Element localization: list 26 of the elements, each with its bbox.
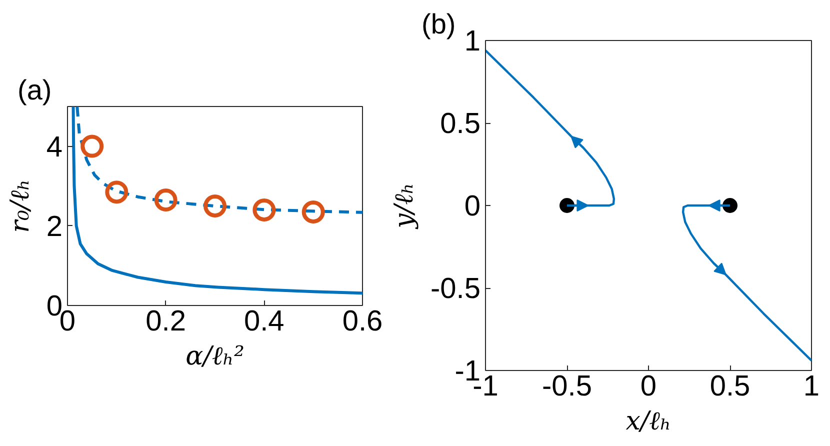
x-axis-title: x/ℓₕ [626, 406, 672, 436]
x-tick-label: 0 [640, 370, 657, 402]
x-tick-label: 0.4 [244, 306, 284, 338]
x-axis-title: α/ℓₕ² [186, 342, 244, 372]
y-tick-label: -0.5 [430, 273, 481, 305]
point [154, 188, 178, 212]
y-axis-title: y/ℓₕ [390, 182, 420, 230]
y-tick-label: 0 [464, 190, 481, 222]
point [302, 200, 325, 224]
y-tick-label: 4 [46, 131, 63, 164]
y-axis-title: r₀/ℓₕ [5, 179, 36, 233]
x-tick-label: 0.5 [710, 370, 750, 402]
y-tick-label: 2 [46, 210, 63, 243]
point [204, 194, 226, 218]
line-series [72, 106, 362, 295]
x-tick-label: 0.2 [146, 306, 186, 338]
point [105, 180, 128, 204]
point [80, 134, 104, 158]
y-tick-label: 0.5 [440, 108, 481, 140]
chart-title: (a) [18, 74, 52, 106]
x-tick-label: 0.6 [342, 306, 383, 338]
chart-title: (b) [422, 8, 456, 40]
x-tick-label: -0.5 [542, 370, 592, 402]
point [252, 198, 276, 222]
y-tick-label: 1 [464, 26, 481, 58]
x-tick-label: 1 [803, 370, 820, 402]
